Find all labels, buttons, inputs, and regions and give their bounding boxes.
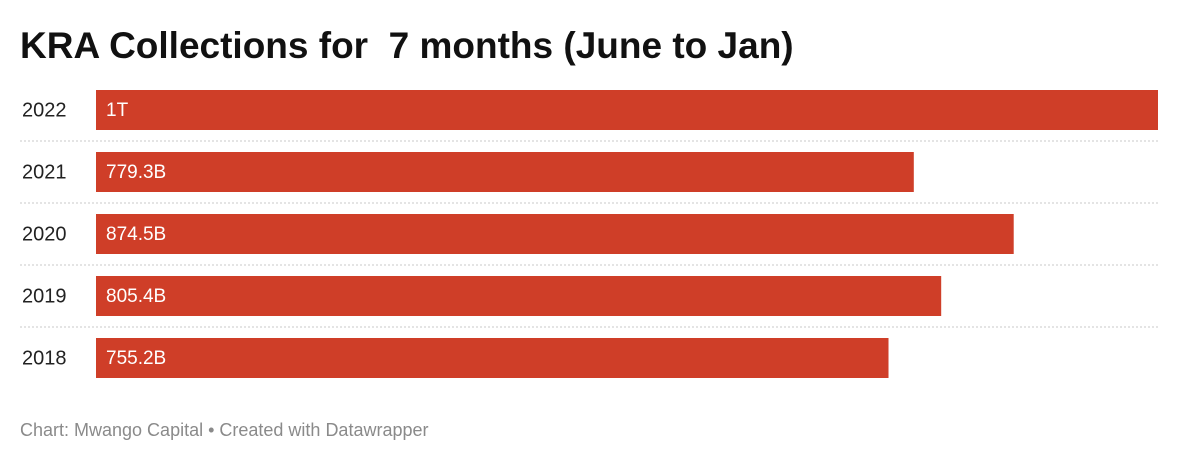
category-label: 2022 [22,99,67,121]
bar [96,338,889,378]
category-label: 2018 [22,347,67,369]
bar [96,90,1158,130]
bar [96,152,914,192]
bar [96,276,942,316]
category-label: 2021 [22,161,67,183]
bar [96,214,1014,254]
value-label: 805.4B [106,286,166,307]
category-label: 2019 [22,285,67,307]
value-label: 874.5B [106,224,166,245]
chart-title: KRA Collections for 7 months (June to Ja… [20,25,794,66]
value-label: 755.2B [106,348,166,369]
category-label: 2020 [22,223,67,245]
value-label: 1T [106,100,129,121]
source-note: Chart: Mwango Capital • Created with Dat… [20,420,429,440]
value-label: 779.3B [106,162,166,183]
